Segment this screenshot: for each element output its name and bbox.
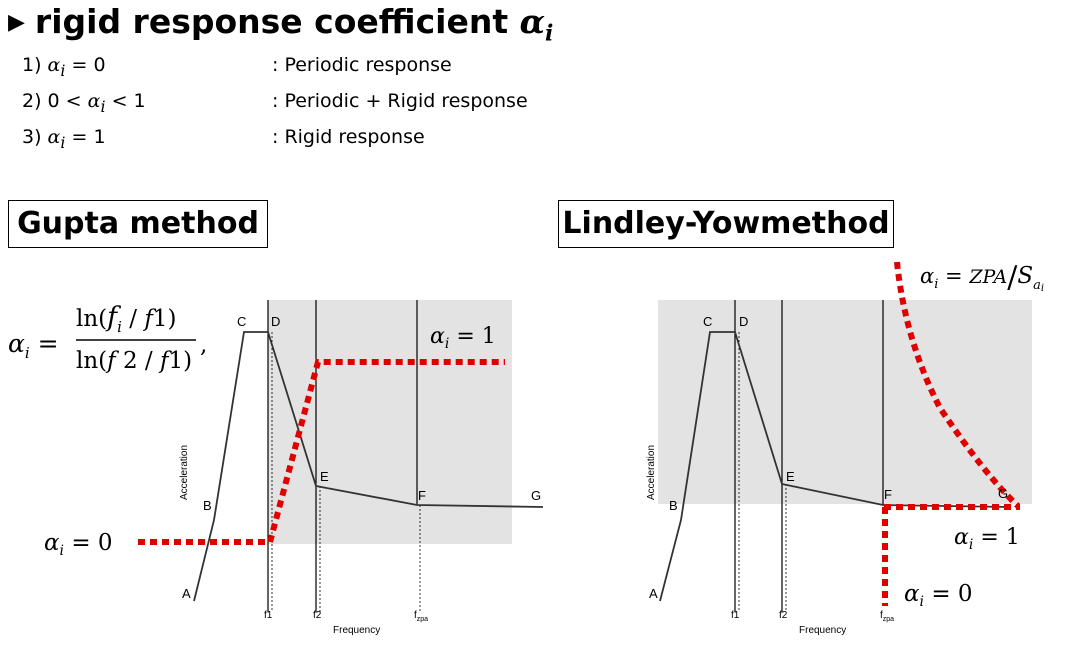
lindley-spectrum-curve (659, 331, 1011, 602)
gupta-formula: αi = ln(fi / f1) ln(f 2 / f1) , (8, 302, 207, 374)
gupta-point-c: C (237, 314, 246, 329)
gupta-point-b: B (203, 498, 212, 513)
case-description: : Rigid response (272, 126, 425, 148)
lindley-ylabel: Acceleration (646, 445, 657, 500)
lindley-alpha-zero-label: αi = 0 (904, 581, 973, 610)
lindley-formula: αi = ZPA/Sai (920, 260, 1044, 295)
gupta-alpha-one-label: αi = 1 (430, 324, 496, 352)
gupta-ylabel: Acceleration (179, 445, 190, 500)
gupta-method-title: Gupta method (8, 200, 268, 248)
svg-text:,: , (200, 332, 207, 358)
lindley-tick-f1: f1 (731, 610, 740, 621)
case-description: : Periodic response (272, 54, 452, 76)
lindley-rigid-region (658, 300, 1032, 504)
heading-symbol: αi (519, 2, 554, 47)
lindley-point-a: A (649, 586, 658, 601)
gupta-tick-fzpa: fzpa (414, 610, 428, 623)
svg-text:αi =: αi = (8, 329, 59, 362)
case-description: : Periodic + Rigid response (272, 90, 528, 112)
lindley-point-e: E (786, 469, 795, 484)
gupta-rigid-region (268, 300, 512, 544)
lindley-tick-f2: f2 (779, 610, 788, 621)
triangle-bullet-icon: ▶ (8, 10, 25, 35)
gupta-point-d: D (271, 314, 280, 329)
lindley-tick-fzpa: fzpa (880, 610, 894, 623)
page-heading: ▶ rigid response coefficient αi (8, 2, 553, 47)
lindley-point-f: F (884, 487, 892, 502)
gupta-tick-f1: f1 (264, 610, 273, 621)
lindley-diagram: A B C D E F G f1 f2 fzpa Frequency Accel… (646, 260, 1044, 636)
gupta-diagram: A B C D E F G f1 f2 fzpa Frequency Accel… (8, 300, 544, 636)
gupta-point-g: G (531, 488, 541, 503)
gupta-spectrum-curve (193, 331, 544, 602)
heading-text: rigid response coefficient (34, 2, 509, 41)
lindley-alpha-curve (894, 261, 1021, 509)
lindley-yow-method-title: Lindley-Yowmethod (558, 200, 894, 248)
lindley-point-g: G (998, 486, 1008, 501)
lindley-alpha-one-label: αi = 1 (954, 525, 1020, 553)
case-condition: 1) αi = 0 (22, 54, 106, 80)
gupta-point-f: F (418, 488, 426, 503)
case-condition: 3) αi = 1 (22, 126, 106, 152)
gupta-tick-f2: f2 (313, 610, 322, 621)
gupta-xlabel: Frequency (333, 625, 380, 636)
lindley-point-c: C (703, 314, 712, 329)
gupta-alpha-curve (138, 359, 505, 545)
gupta-alpha-zero-label: αi = 0 (44, 530, 113, 559)
lindley-xlabel: Frequency (799, 625, 846, 636)
gupta-point-a: A (182, 586, 191, 601)
gupta-point-e: E (320, 469, 329, 484)
svg-text:ln(f 2 / f1): ln(f 2 / f1) (76, 348, 192, 374)
case-condition: 2) 0 < αi < 1 (22, 90, 146, 116)
lindley-point-b: B (669, 498, 678, 513)
svg-text:ln(fi / f1): ln(fi / f1) (76, 302, 176, 336)
lindley-point-d: D (739, 314, 748, 329)
